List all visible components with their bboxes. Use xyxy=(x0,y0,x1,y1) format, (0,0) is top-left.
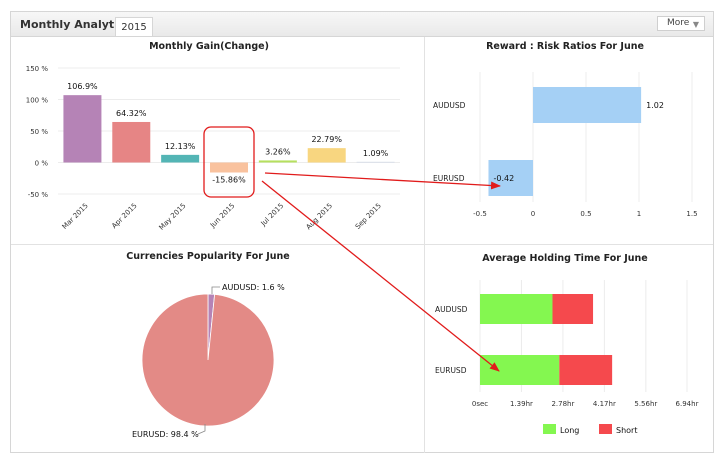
category-label: AUDUSD xyxy=(433,101,466,110)
data-label: 64.32% xyxy=(116,109,147,118)
x-tick-label: 0 xyxy=(531,210,535,218)
tab-2015[interactable]: 2015 xyxy=(115,17,153,36)
legend-label-long: Long xyxy=(560,426,579,435)
data-label: 1.02 xyxy=(646,101,664,110)
x-tick-label: Jul 2015 xyxy=(259,202,286,229)
leader-line-audusd xyxy=(211,286,220,294)
bar-apr-2015 xyxy=(112,121,151,163)
bar-jun-2015 xyxy=(210,162,248,173)
category-label: EURUSD xyxy=(433,174,465,183)
legend-swatch-short xyxy=(599,424,612,434)
more-button-label: More xyxy=(667,18,690,28)
x-tick-label: 5.56hr xyxy=(634,400,657,408)
legend-swatch-long xyxy=(543,424,556,434)
pie-slice-eurusd xyxy=(141,293,275,427)
data-label: 106.9% xyxy=(67,82,98,91)
currencies-popularity-title: Currencies Popularity For June xyxy=(126,251,289,262)
y-tick-label: 100 % xyxy=(26,97,49,105)
data-label: 12.13% xyxy=(165,142,196,151)
data-label: -15.86% xyxy=(212,175,246,184)
x-tick-label: 2.78hr xyxy=(551,400,574,408)
x-tick-label: 6.94hr xyxy=(676,400,699,408)
pie-label-audusd: AUDUSD: 1.6 % xyxy=(222,283,285,292)
leader-line-eurusd xyxy=(197,424,206,435)
x-tick-label: 1.39hr xyxy=(510,400,533,408)
x-tick-label: 4.17hr xyxy=(593,400,616,408)
x-tick-label: Sep 2015 xyxy=(354,202,383,231)
x-tick-label: Apr 2015 xyxy=(110,202,138,230)
category-label: AUDUSD xyxy=(435,305,468,314)
bar-audusd xyxy=(533,87,642,123)
bar-eurusd-long xyxy=(480,355,560,385)
x-tick-label: 0sec xyxy=(472,400,488,408)
pie-label-eurusd: EURUSD: 98.4 % xyxy=(132,430,199,439)
annotation-layer xyxy=(203,126,501,372)
bar-eurusd xyxy=(488,160,533,196)
holding-time-title: Average Holding Time For June xyxy=(482,253,647,264)
reward-risk-title: Reward : Risk Ratios For June xyxy=(486,41,644,52)
category-label: EURUSD xyxy=(435,366,467,375)
data-label: -0.42 xyxy=(493,174,514,183)
x-tick-label: May 2015 xyxy=(157,202,187,232)
bar-jul-2015 xyxy=(258,160,297,163)
reward-risk-chart: Reward : Risk Ratios For June AUDUSD EURU… xyxy=(433,41,698,218)
bar-audusd-long xyxy=(480,294,553,324)
x-tick-label: 1 xyxy=(637,210,641,218)
currencies-popularity-chart: Currencies Popularity For June AUDUSD: 1… xyxy=(126,251,289,439)
x-tick-label: Mar 2015 xyxy=(61,202,90,231)
bar-aug-2015 xyxy=(307,148,346,163)
bar-audusd-short xyxy=(552,294,594,324)
highlight-box-jun xyxy=(203,126,255,198)
legend-label-short: Short xyxy=(616,426,637,435)
data-label: 1.09% xyxy=(363,149,389,158)
holding-time-chart: Average Holding Time For June AUDUSD EURU… xyxy=(435,253,699,435)
data-label: 22.79% xyxy=(311,135,342,144)
bar-may-2015 xyxy=(161,154,200,163)
x-tick-label: 1.5 xyxy=(686,210,697,218)
x-tick-label: 0.5 xyxy=(580,210,591,218)
widget-title: Monthly Analytics xyxy=(20,18,131,31)
monthly-gain-chart: Monthly Gain(Change) -50 % 0 % 50 % 100 % 15… xyxy=(26,41,400,232)
data-label: 3.26% xyxy=(265,147,291,156)
x-tick-label: Jun 2015 xyxy=(208,202,236,230)
arrow-to-eurusd-holding xyxy=(261,180,500,372)
bar-eurusd-short xyxy=(559,355,613,385)
monthly-gain-title: Monthly Gain(Change) xyxy=(149,41,269,52)
bar-sep-2015 xyxy=(356,161,395,163)
bar-mar-2015 xyxy=(63,95,102,163)
x-tick-label: -0.5 xyxy=(473,210,487,218)
caret-down-icon: ▼ xyxy=(692,20,699,29)
y-tick-label: 50 % xyxy=(30,128,48,136)
panel-divider-vertical xyxy=(424,37,425,453)
y-tick-label: 0 % xyxy=(35,160,49,168)
arrow-to-eurusd-ratio xyxy=(264,172,501,190)
y-tick-label: 150 % xyxy=(26,65,49,73)
panel-divider-horizontal xyxy=(11,244,713,245)
widget-header: Monthly Analytics 2015 More ▼ xyxy=(11,12,713,37)
more-button[interactable]: More ▼ xyxy=(657,16,705,31)
y-tick-label: -50 % xyxy=(28,191,49,199)
monthly-analytics-widget: Monthly Analytics 2015 More ▼ xyxy=(10,11,714,453)
